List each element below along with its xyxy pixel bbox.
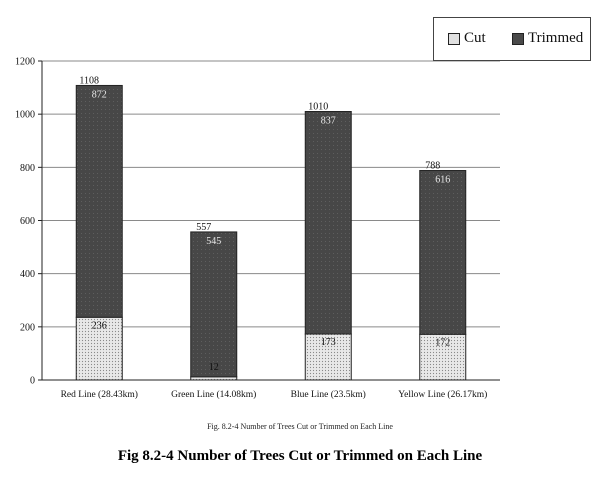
bar-segment-cut bbox=[419, 333, 467, 381]
legend-swatch-trimmed bbox=[512, 32, 524, 45]
chart-subtitle: Fig. 8.2-4 Number of Trees Cut or Trimme… bbox=[207, 422, 393, 431]
bar-value-label-cut: 236 bbox=[92, 320, 107, 331]
bar-segment-trimmed bbox=[75, 84, 123, 318]
bar-total-label: 788 bbox=[425, 161, 440, 172]
y-tick-label: 800 bbox=[20, 163, 35, 174]
bar-segment-trimmed bbox=[419, 170, 467, 335]
bar-value-label-trimmed: 837 bbox=[321, 116, 336, 127]
chart-legend: Cut Trimmed bbox=[433, 17, 591, 61]
y-tick-label: 400 bbox=[20, 269, 35, 280]
legend-swatch-cut bbox=[448, 32, 460, 45]
legend-label-trimmed: Trimmed bbox=[528, 30, 584, 46]
bar-value-label-trimmed: 545 bbox=[206, 236, 221, 247]
chart-title: Fig 8.2-4 Number of Trees Cut or Trimmed… bbox=[117, 448, 483, 464]
bar-total-label: 1108 bbox=[79, 75, 99, 86]
legend-label-cut: Cut bbox=[464, 30, 486, 46]
bar-segment-trimmed bbox=[190, 231, 238, 378]
bar-value-label-trimmed: 616 bbox=[435, 175, 450, 186]
bar-segment-cut bbox=[75, 316, 123, 381]
y-tick-label: 200 bbox=[20, 322, 35, 333]
x-tick-label: Yellow Line (26.17km) bbox=[398, 389, 487, 400]
y-tick-label: 1000 bbox=[15, 110, 35, 121]
bar-total-label: 557 bbox=[196, 222, 211, 233]
bar-segment-trimmed bbox=[304, 111, 352, 335]
x-tick-label: Blue Line (23.5km) bbox=[291, 389, 366, 400]
y-tick-label: 600 bbox=[20, 216, 35, 227]
bar-value-label-cut: 172 bbox=[435, 337, 450, 348]
bar-total-label: 1010 bbox=[308, 102, 328, 113]
bar-value-label-trimmed: 872 bbox=[92, 89, 107, 100]
bar-value-label-cut: 12 bbox=[209, 362, 219, 373]
bar-value-label-cut: 173 bbox=[321, 337, 336, 348]
y-tick-label: 1200 bbox=[15, 57, 35, 68]
y-tick-label: 0 bbox=[30, 376, 35, 387]
x-tick-label: Red Line (28.43km) bbox=[61, 389, 138, 400]
legend-item-trimmed: Trimmed bbox=[512, 30, 583, 47]
x-tick-label: Green Line (14.08km) bbox=[171, 389, 256, 400]
stacked-bar-chart: 0 200 400 600 800 1000 1200 1108 872 236 Red Line … bbox=[15, 57, 500, 400]
legend-item-cut: Cut bbox=[448, 30, 486, 47]
